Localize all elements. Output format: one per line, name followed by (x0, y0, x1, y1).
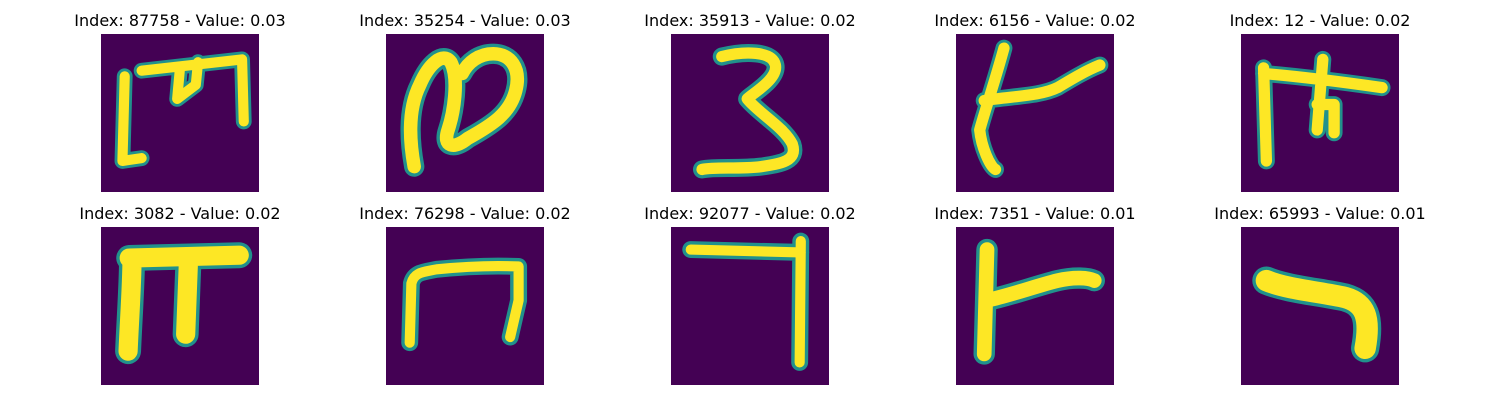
panel: Index: 35913 - Value: 0.02 (600, 0, 900, 192)
panel-title: Index: 7351 - Value: 0.01 (934, 204, 1136, 223)
panel: Index: 92077 - Value: 0.02 (600, 193, 900, 385)
digit-image (671, 227, 829, 385)
digit-image (671, 34, 829, 192)
panel: Index: 12 - Value: 0.02 (1170, 0, 1470, 192)
panel-title: Index: 3082 - Value: 0.02 (79, 204, 281, 223)
digit-image (101, 227, 259, 385)
panel-title: Index: 92077 - Value: 0.02 (644, 204, 856, 223)
digit-image (386, 227, 544, 385)
panel: Index: 6156 - Value: 0.02 (885, 0, 1185, 192)
panel-title: Index: 6156 - Value: 0.02 (934, 11, 1136, 30)
panel-title: Index: 76298 - Value: 0.02 (359, 204, 571, 223)
digit-image (956, 34, 1114, 192)
panel-title: Index: 35254 - Value: 0.03 (359, 11, 571, 30)
digit-image (1241, 227, 1399, 385)
panel-title: Index: 87758 - Value: 0.03 (74, 11, 286, 30)
digit-image (101, 34, 259, 192)
panel-title: Index: 65993 - Value: 0.01 (1214, 204, 1426, 223)
digit-image (1241, 34, 1399, 192)
panel: Index: 87758 - Value: 0.03 (30, 0, 330, 192)
panel: Index: 7351 - Value: 0.01 (885, 193, 1185, 385)
panel-title: Index: 35913 - Value: 0.02 (644, 11, 856, 30)
digit-image (386, 34, 544, 192)
panel: Index: 76298 - Value: 0.02 (315, 193, 615, 385)
panel-title: Index: 12 - Value: 0.02 (1229, 11, 1411, 30)
panel: Index: 3082 - Value: 0.02 (30, 193, 330, 385)
panel: Index: 65993 - Value: 0.01 (1170, 193, 1470, 385)
digit-image (956, 227, 1114, 385)
panel: Index: 35254 - Value: 0.03 (315, 0, 615, 192)
